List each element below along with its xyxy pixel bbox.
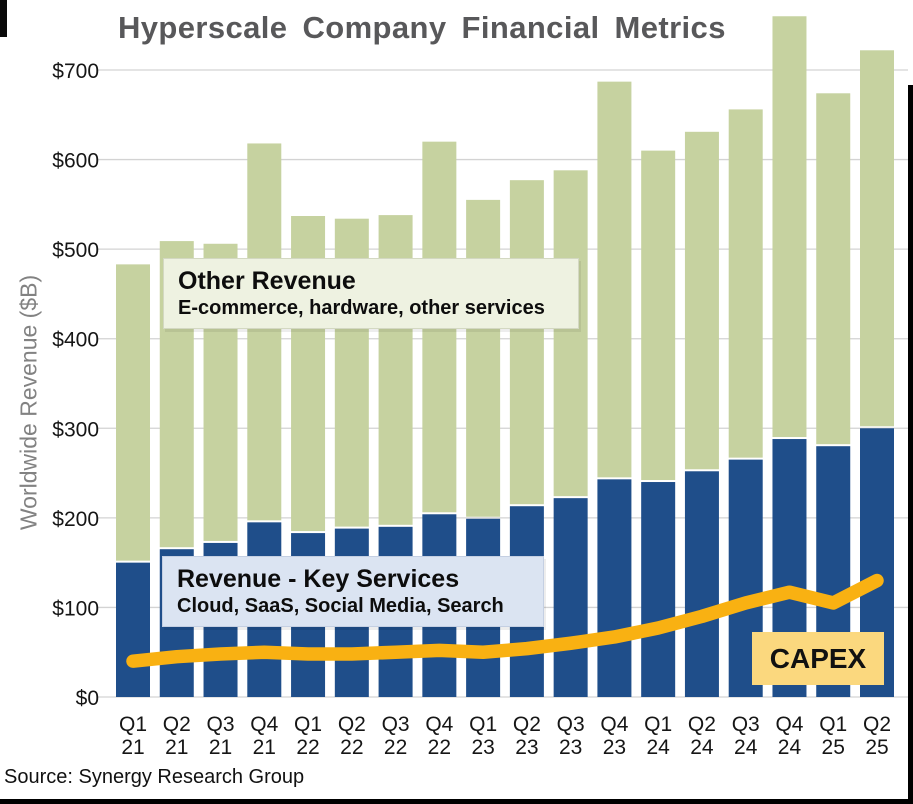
- bar-other-revenue: [597, 81, 632, 478]
- y-tick-label: $0: [76, 687, 99, 710]
- x-tick-label: Q1 22: [294, 713, 322, 759]
- bar-other-revenue: [860, 50, 894, 427]
- bar-key-services: [116, 562, 150, 697]
- legend-other-revenue-subtitle: E-commerce, hardware, other services: [178, 297, 545, 319]
- bar-other-revenue: [509, 180, 544, 505]
- x-tick-label: Q2 22: [338, 713, 366, 759]
- y-tick-label: $700: [52, 60, 99, 83]
- legend-box-other-revenue: Other Revenue E-commerce, hardware, othe…: [163, 258, 579, 329]
- x-tick-label: Q2 21: [163, 713, 191, 759]
- bar-key-services: [684, 471, 719, 697]
- bar-other-revenue: [466, 199, 501, 517]
- source-note: Source: Synergy Research Group: [4, 766, 305, 788]
- bar-other-revenue: [247, 143, 282, 521]
- screenshot-edge-artifact-topleft: [0, 0, 7, 37]
- bar-key-services: [641, 482, 676, 697]
- x-tick-label: Q3 22: [382, 713, 410, 759]
- x-tick-label: Q1 24: [644, 713, 672, 759]
- legend-other-revenue-title: Other Revenue: [178, 267, 356, 295]
- x-tick-label: Q1 23: [469, 713, 497, 759]
- x-tick-label: Q3 24: [732, 713, 760, 759]
- bar-other-revenue: [816, 93, 851, 445]
- x-tick-label: Q2 24: [688, 713, 716, 759]
- x-tick-label: Q4 22: [425, 713, 453, 759]
- x-tick-label: Q2 25: [863, 713, 891, 759]
- x-tick-label: Q4 24: [775, 713, 803, 759]
- x-tick-label: Q1 25: [819, 713, 847, 759]
- legend-key-services-title: Revenue - Key Services: [177, 565, 460, 593]
- y-tick-label: $200: [52, 508, 99, 531]
- x-tick-label: Q1 21: [119, 713, 147, 759]
- x-tick-label: Q4 21: [250, 713, 278, 759]
- legend-box-key-services: Revenue - Key Services Cloud, SaaS, Soci…: [162, 556, 544, 627]
- y-tick-label: $600: [52, 150, 99, 173]
- screenshot-edge-artifact-right: [908, 85, 913, 804]
- y-tick-label: $400: [52, 329, 99, 352]
- y-axis-title: Worldwide Revenue ($B): [15, 274, 42, 531]
- bar-other-revenue: [553, 170, 588, 497]
- x-tick-label: Q3 23: [557, 713, 585, 759]
- bar-other-revenue: [728, 109, 763, 458]
- legend-key-services-subtitle: Cloud, SaaS, Social Media, Search: [177, 595, 504, 617]
- capex-line: [126, 573, 884, 668]
- y-tick-label: $300: [52, 418, 99, 441]
- bar-key-services: [553, 498, 588, 697]
- bar-other-revenue: [684, 131, 719, 470]
- bar-other-revenue: [116, 264, 150, 561]
- y-tick-label: $500: [52, 239, 99, 262]
- bar-key-services: [597, 479, 632, 697]
- x-tick-label: Q2 23: [513, 713, 541, 759]
- legend-box-capex: CAPEX: [752, 632, 884, 685]
- x-tick-label: Q4 23: [600, 713, 628, 759]
- x-tick-label: Q3 21: [207, 713, 235, 759]
- chart-title: Hyperscale Company Financial Metrics: [118, 10, 726, 45]
- bar-other-revenue: [772, 16, 807, 438]
- bar-other-revenue: [641, 150, 676, 481]
- screenshot-edge-artifact-bottom: [0, 799, 913, 804]
- y-tick-label: $100: [52, 597, 99, 620]
